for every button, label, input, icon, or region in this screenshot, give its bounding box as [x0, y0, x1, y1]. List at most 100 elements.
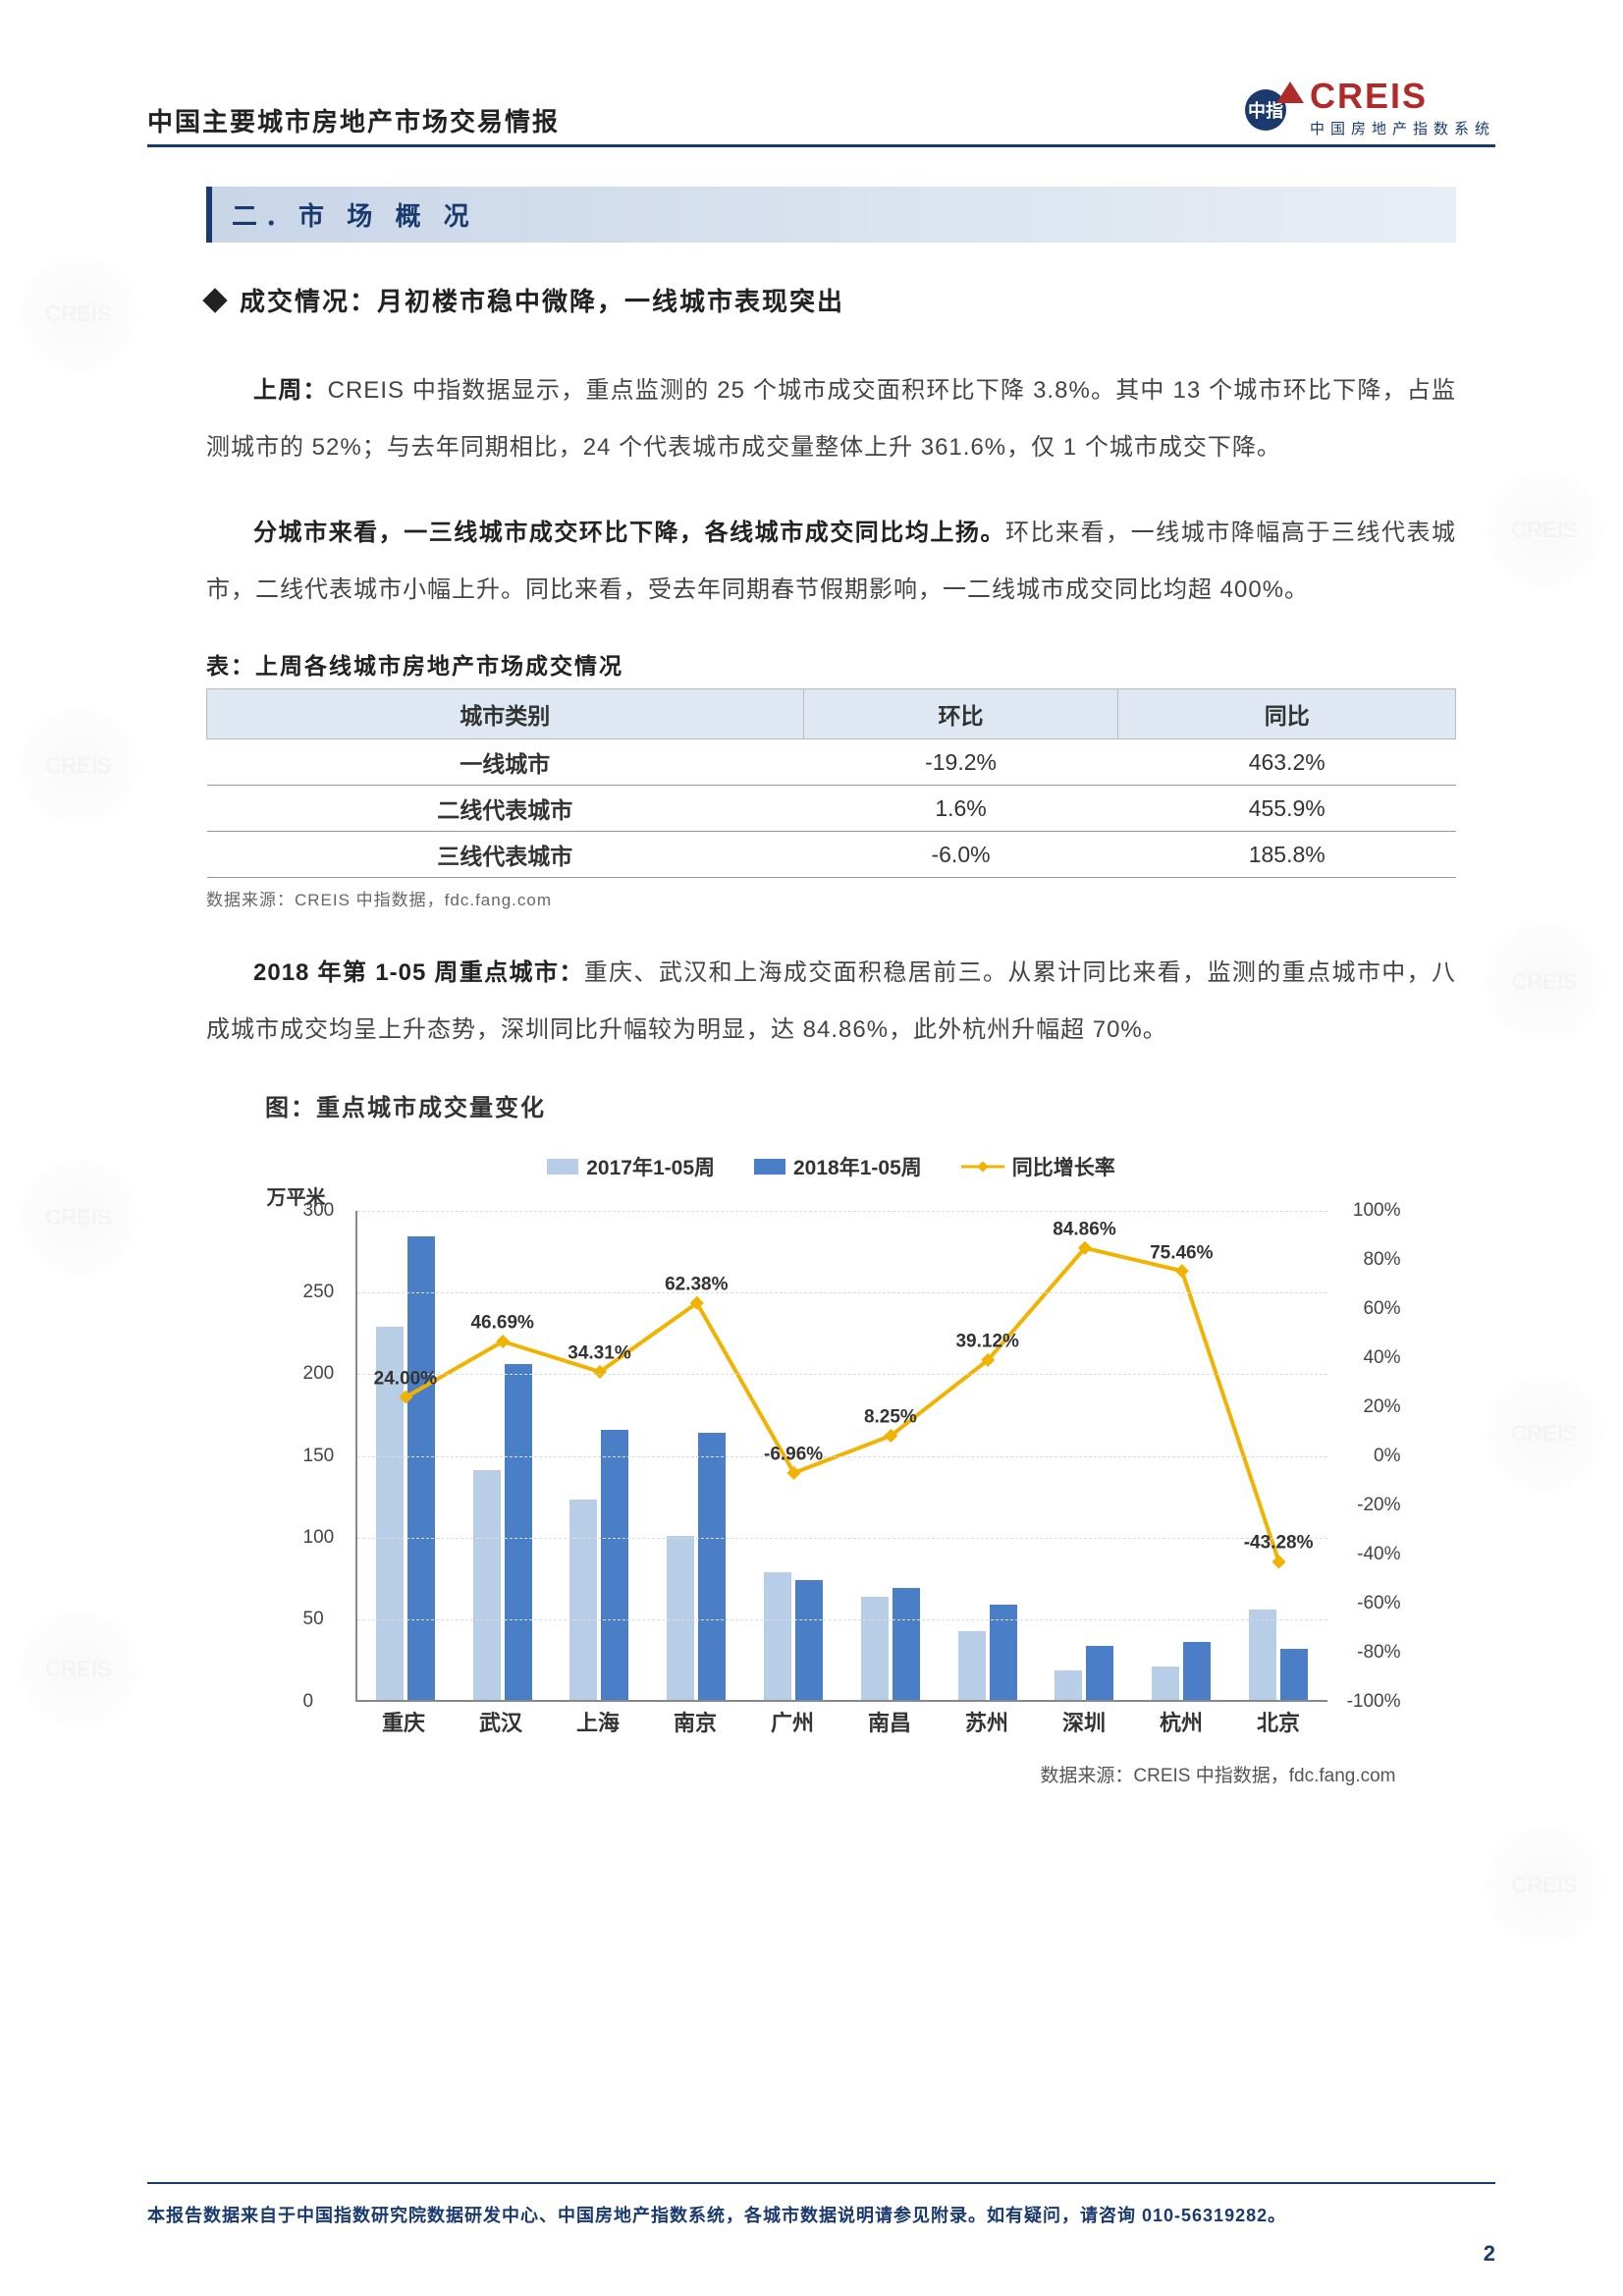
- chart-container: 2017年1-05周 2018年1-05周 同比增长率 万平米 05010015…: [267, 1152, 1396, 1787]
- bar-2017: [569, 1500, 597, 1699]
- y-right-tick: 80%: [1363, 1249, 1400, 1271]
- bar-group: [1146, 1642, 1217, 1699]
- x-axis-label: 南昌: [841, 1706, 939, 1737]
- growth-point-label: 46.69%: [470, 1313, 533, 1335]
- table-cell: -19.2%: [803, 739, 1118, 786]
- logo-sub-text: 中国房地产指数系统: [1310, 118, 1495, 138]
- legend-label-line: 同比增长率: [1012, 1152, 1115, 1181]
- bar-group: [564, 1430, 634, 1700]
- bar-2017: [667, 1536, 694, 1700]
- table-source: 数据来源：CREIS 中指数据，fdc.fang.com: [206, 886, 1456, 910]
- y-right-tick: 60%: [1363, 1298, 1400, 1320]
- table-cell: 455.9%: [1118, 786, 1456, 832]
- growth-point-label: 75.46%: [1150, 1242, 1213, 1264]
- gridline: [357, 1211, 1327, 1212]
- bar-2018: [407, 1236, 435, 1700]
- bars-container: [357, 1211, 1327, 1700]
- y-right-tick: -100%: [1347, 1691, 1401, 1713]
- y-left-tick: 250: [303, 1282, 335, 1303]
- growth-point-label: -43.28%: [1244, 1533, 1314, 1555]
- bar-2018: [505, 1364, 532, 1700]
- table-title: 表：上周各线城市房地产市场成交情况: [206, 647, 1456, 681]
- bar-2018: [1086, 1646, 1113, 1700]
- footer-text: 本报告数据来自于中国指数研究院数据研发中心、中国房地产指数系统，各城市数据说明请…: [147, 2202, 1495, 2227]
- legend-swatch-b: [754, 1159, 785, 1175]
- paragraph-1: 上周：CREIS 中指数据显示，重点监测的 25 个城市成交面积环比下降 3.8…: [206, 362, 1456, 475]
- bar-2017: [1055, 1670, 1082, 1700]
- bar-2018: [1183, 1642, 1211, 1699]
- legend-label-b: 2018年1-05周: [793, 1152, 922, 1181]
- table-cell: 三线代表城市: [207, 832, 804, 878]
- y-right-tick: -60%: [1357, 1593, 1400, 1614]
- legend-item-2017: 2017年1-05周: [547, 1152, 715, 1181]
- x-axis-label: 北京: [1230, 1706, 1327, 1737]
- chart-title: 图：重点城市成交量变化: [265, 1088, 1456, 1122]
- y-right-tick: -40%: [1357, 1544, 1400, 1565]
- y-left-tick: 300: [303, 1200, 335, 1222]
- x-axis-label: 重庆: [355, 1706, 453, 1737]
- gridline: [357, 1538, 1327, 1539]
- legend-label-a: 2017年1-05周: [586, 1152, 715, 1181]
- growth-point-label: 39.12%: [955, 1332, 1018, 1353]
- y-left-tick: 50: [303, 1609, 324, 1630]
- legend-item-growth: 同比增长率: [961, 1152, 1115, 1181]
- y-left-tick: 200: [303, 1363, 335, 1385]
- paragraph-3: 2018 年第 1-05 周重点城市：重庆、武汉和上海成交面积稳居前三。从累计同…: [206, 945, 1456, 1058]
- y-right-tick: 40%: [1363, 1347, 1400, 1369]
- bullet-heading-text: 成交情况：月初楼市稳中微降，一线城市表现突出: [240, 282, 844, 318]
- bar-2018: [601, 1430, 628, 1700]
- y-left-tick: 0: [303, 1691, 314, 1713]
- growth-point-label: 24.00%: [374, 1368, 437, 1390]
- gridline: [357, 1374, 1327, 1375]
- y-right-tick: -80%: [1357, 1642, 1400, 1664]
- page-number: 2: [1484, 2241, 1495, 2267]
- x-axis-label: 南京: [647, 1706, 744, 1737]
- table-cell: 二线代表城市: [207, 786, 804, 832]
- x-axis-label: 广州: [744, 1706, 841, 1737]
- table-cell: 185.8%: [1118, 832, 1456, 878]
- bar-2017: [473, 1470, 501, 1699]
- bar-2017: [764, 1572, 791, 1700]
- bar-2018: [893, 1588, 920, 1699]
- paragraph-2: 分城市来看，一三线城市成交环比下降，各线城市成交同比均上扬。环比来看，一线城市降…: [206, 505, 1456, 618]
- chart-legend: 2017年1-05周 2018年1-05周 同比增长率: [267, 1152, 1396, 1181]
- gridline: [357, 1456, 1327, 1457]
- y-right-tick: 0%: [1374, 1446, 1400, 1467]
- y-right-tick: 100%: [1353, 1200, 1401, 1222]
- x-axis-label: 武汉: [453, 1706, 550, 1737]
- table-header-cell: 同比: [1118, 689, 1456, 739]
- para2-lead: 分城市来看，一三线城市成交环比下降，各线城市成交同比均上扬。: [253, 519, 1005, 546]
- section-heading-bar: 二．市 场 概 况: [206, 187, 1456, 243]
- table-cell: 一线城市: [207, 739, 804, 786]
- bar-group: [467, 1364, 538, 1700]
- bar-2017: [1152, 1667, 1179, 1699]
- bar-2017: [1249, 1610, 1276, 1700]
- bar-group: [1243, 1610, 1314, 1700]
- bar-2017: [958, 1631, 986, 1700]
- y-left-tick: 100: [303, 1527, 335, 1549]
- bar-group: [855, 1588, 926, 1699]
- x-axis-label: 上海: [550, 1706, 647, 1737]
- bar-2017: [861, 1597, 889, 1700]
- bullet-heading-row: 成交情况：月初楼市稳中微降，一线城市表现突出: [206, 282, 1456, 318]
- x-axis-label: 苏州: [939, 1706, 1036, 1737]
- legend-line-icon: [961, 1158, 1004, 1175]
- bar-2018: [795, 1580, 823, 1700]
- table-header-cell: 环比: [803, 689, 1118, 739]
- gridline: [357, 1619, 1327, 1620]
- table-row: 二线代表城市1.6%455.9%: [207, 786, 1456, 832]
- table-cell: 463.2%: [1118, 739, 1456, 786]
- x-axis-label: 深圳: [1036, 1706, 1133, 1737]
- bar-2018: [698, 1433, 726, 1700]
- table-header-cell: 城市类别: [207, 689, 804, 739]
- y-right-tick: 20%: [1363, 1396, 1400, 1418]
- gridline: [357, 1292, 1327, 1293]
- chart-area: 万平米 050100150200250300-100%-80%-60%-40%-…: [355, 1191, 1327, 1741]
- diamond-bullet-icon: [202, 288, 227, 312]
- page-footer: 本报告数据来自于中国指数研究院数据研发中心、中国房地产指数系统，各城市数据说明请…: [147, 2182, 1495, 2227]
- growth-point-label: 8.25%: [864, 1406, 917, 1428]
- table-cell: -6.0%: [803, 832, 1118, 878]
- bar-group: [758, 1572, 829, 1700]
- legend-item-2018: 2018年1-05周: [754, 1152, 922, 1181]
- growth-point-label: -6.96%: [764, 1444, 823, 1465]
